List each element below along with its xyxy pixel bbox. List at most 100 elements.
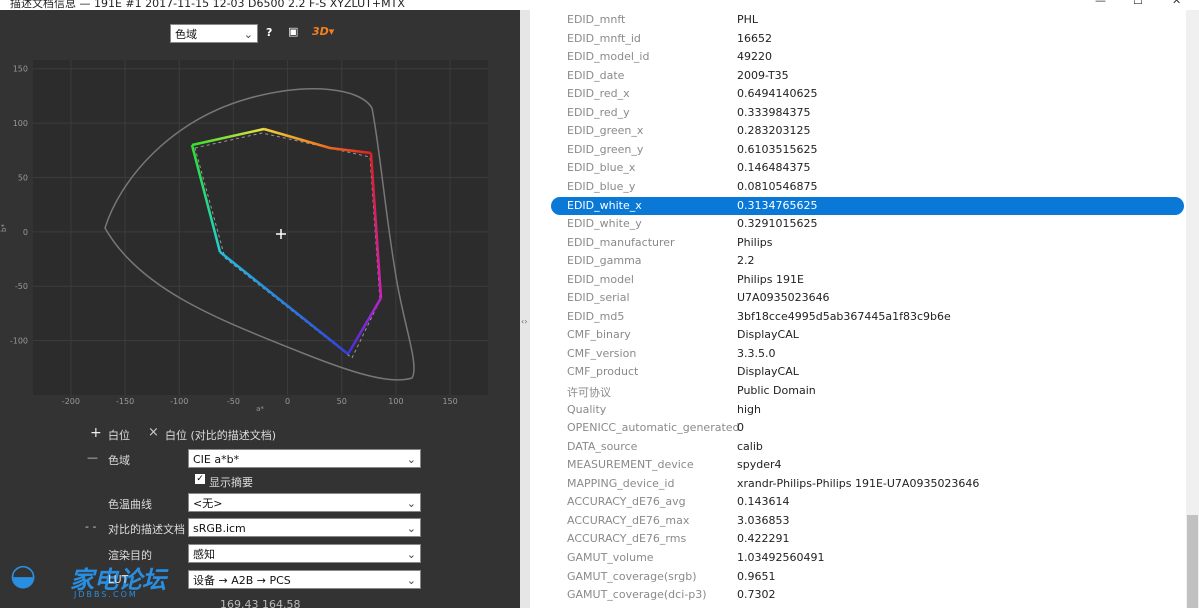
row-value: U7A0935023646 xyxy=(737,291,830,305)
row-value: DisplayCAL xyxy=(737,328,799,342)
table-row[interactable]: Quality high xyxy=(551,401,1184,419)
table-row[interactable]: EDID_model Philips 191E xyxy=(551,271,1184,289)
table-row[interactable]: EDID_date 2009-T35 xyxy=(551,67,1184,85)
y-tick-label: 0 xyxy=(23,228,28,237)
control-select[interactable]: CIE a*b* ⌄ xyxy=(188,449,421,468)
watermark-logo: ◒ xyxy=(10,558,37,593)
control-select[interactable]: 感知 ⌄ xyxy=(188,544,421,563)
row-value: 3.036853 xyxy=(737,513,790,527)
table-row[interactable]: EDID_green_y 0.6103515625 xyxy=(551,141,1184,159)
control-select[interactable]: 设备 → A2B → PCS ⌄ xyxy=(188,570,421,589)
y-axis-label: b* xyxy=(0,224,8,232)
splitter[interactable]: ‹› xyxy=(520,10,530,608)
whitepoint-marker xyxy=(276,229,286,239)
row-key: GAMUT_coverage(dci-p3) xyxy=(567,588,707,602)
table-row[interactable]: EDID_red_x 0.6494140625 xyxy=(551,85,1184,103)
row-value: Public Domain xyxy=(737,384,816,397)
view-select-text: 色域 xyxy=(175,28,197,41)
view-select[interactable]: 色域 ⌄ xyxy=(170,24,258,43)
select-chevron: ⌄ xyxy=(406,522,416,535)
table-row[interactable]: CMF_version 3.3.5.0 xyxy=(551,345,1184,363)
spectral-locus xyxy=(104,88,415,381)
window-title: 描述文档信息 — 191E #1 2017-11-15 12-03 D6500 … xyxy=(10,0,405,10)
table-row[interactable]: EDID_gamma 2.2 xyxy=(551,252,1184,270)
table-row[interactable]: GAMUT_volume 1.03492560491 xyxy=(551,549,1184,567)
x-axis-label: a* xyxy=(256,405,264,413)
table-row[interactable]: EDID_mnft_id 16652 xyxy=(551,30,1184,48)
row-value: 16652 xyxy=(737,31,772,45)
table-row[interactable]: ACCURACY_dE76_rms 0.422291 xyxy=(551,530,1184,548)
summary-checkbox[interactable]: ✓ xyxy=(195,474,205,484)
row-value: 2.2 xyxy=(737,254,755,268)
watermark-name: 家电论坛 xyxy=(70,566,166,594)
table-row[interactable]: OPENICC_automatic_generated 0 xyxy=(551,419,1184,437)
x-tick-label: 50 xyxy=(337,397,347,406)
row-key: MAPPING_device_id xyxy=(567,476,675,490)
control-label: 渲染目的 xyxy=(108,549,152,562)
row-key: CMF_binary xyxy=(567,328,631,342)
summary-label: 显示摘要 xyxy=(209,476,253,489)
table-row[interactable]: EDID_md5 3bf18cce4995d5ab367445a1f83c9b6e xyxy=(551,308,1184,326)
table-row[interactable]: DATA_source calib xyxy=(551,438,1184,456)
table-row[interactable]: EDID_blue_x 0.146484375 xyxy=(551,159,1184,177)
compare-whitepoint-icon: × xyxy=(148,425,159,440)
table-row[interactable]: 许可协议 Public Domain xyxy=(551,382,1184,400)
select-chevron: ⌄ xyxy=(406,497,416,510)
y-tick-label: -50 xyxy=(15,282,28,291)
y-tick-label: 100 xyxy=(13,119,28,128)
table-row[interactable]: EDID_manufacturer Philips xyxy=(551,234,1184,252)
table-row[interactable]: EDID_mnft PHL xyxy=(551,11,1184,29)
row-value: PHL xyxy=(737,13,759,26)
row-value: 0.146484375 xyxy=(737,161,811,175)
scrollbar-thumb[interactable] xyxy=(1187,515,1198,608)
y-tick-label: -100 xyxy=(10,337,28,346)
row-value: 0.0810546875 xyxy=(737,179,818,193)
control-label: LUT xyxy=(108,573,129,586)
mode-text: 3D xyxy=(312,25,329,38)
row-key: CMF_product xyxy=(567,365,639,379)
title-bar: 描述文档信息 — 191E #1 2017-11-15 12-03 D6500 … xyxy=(0,0,1199,10)
mode-3d[interactable]: 3D▾ xyxy=(312,25,335,38)
table-row[interactable]: ACCURACY_dE76_max 3.036853 xyxy=(551,512,1184,530)
maximize-button[interactable]: ☐ xyxy=(1133,0,1143,7)
control-label: 对比的描述文档 xyxy=(108,523,185,536)
row-key: EDID_model_id xyxy=(567,50,650,64)
control-label: 色温曲线 xyxy=(108,498,152,511)
row-key: OPENICC_automatic_generated xyxy=(567,421,740,435)
row-value: spyder4 xyxy=(737,458,782,472)
table-row[interactable]: CMF_product DisplayCAL xyxy=(551,363,1184,381)
table-row[interactable]: EDID_white_y 0.3291015625 xyxy=(551,215,1184,233)
table-row[interactable]: EDID_blue_y 0.0810546875 xyxy=(551,178,1184,196)
table-row[interactable]: CMF_binary DisplayCAL xyxy=(551,326,1184,344)
table-row[interactable]: ACCURACY_dE76_avg 0.143614 xyxy=(551,493,1184,511)
row-value: 0.143614 xyxy=(737,495,790,509)
control-select[interactable]: <无> ⌄ xyxy=(188,493,421,512)
table-row-selected[interactable]: EDID_white_x 0.3134765625 xyxy=(551,196,1184,215)
help-icon[interactable]: ? xyxy=(266,26,273,39)
row-key: ACCURACY_dE76_max xyxy=(567,513,690,527)
control-select[interactable]: sRGB.icm ⌄ xyxy=(188,518,421,537)
table-row[interactable]: MEASUREMENT_device spyder4 xyxy=(551,456,1184,474)
image-icon[interactable]: ▣ xyxy=(288,25,299,38)
row-key: GAMUT_coverage(srgb) xyxy=(567,569,697,583)
table-row[interactable]: GAMUT_coverage(dci-p3) 0.7302 xyxy=(551,586,1184,604)
x-tick-label: -50 xyxy=(227,397,240,406)
control-select-text: 感知 xyxy=(193,548,215,561)
table-row[interactable]: EDID_serial U7A0935023646 xyxy=(551,289,1184,307)
table-row[interactable]: EDID_green_x 0.283203125 xyxy=(551,122,1184,140)
table-row[interactable]: GAMUT_coverage(srgb) 0.9651 xyxy=(551,568,1184,586)
x-tick-label: 0 xyxy=(285,397,290,406)
table-row[interactable]: MAPPING_device_id xrandr-Philips-Philips … xyxy=(551,475,1184,493)
row-key: MEASUREMENT_device xyxy=(567,458,694,472)
table-row[interactable]: EDID_model_id 49220 xyxy=(551,48,1184,66)
row-value: 0.3291015625 xyxy=(737,217,818,231)
row-value: 0.9651 xyxy=(737,569,776,583)
y-tick-label: 150 xyxy=(13,65,28,74)
scrollbar[interactable] xyxy=(1186,10,1199,608)
row-key: EDID_date xyxy=(567,68,625,82)
minimize-button[interactable]: — xyxy=(1095,0,1106,7)
close-button[interactable]: ✕ xyxy=(1172,0,1182,7)
row-value: 49220 xyxy=(737,50,772,64)
table-row[interactable]: EDID_red_y 0.333984375 xyxy=(551,104,1184,122)
row-value: 0.422291 xyxy=(737,532,790,546)
